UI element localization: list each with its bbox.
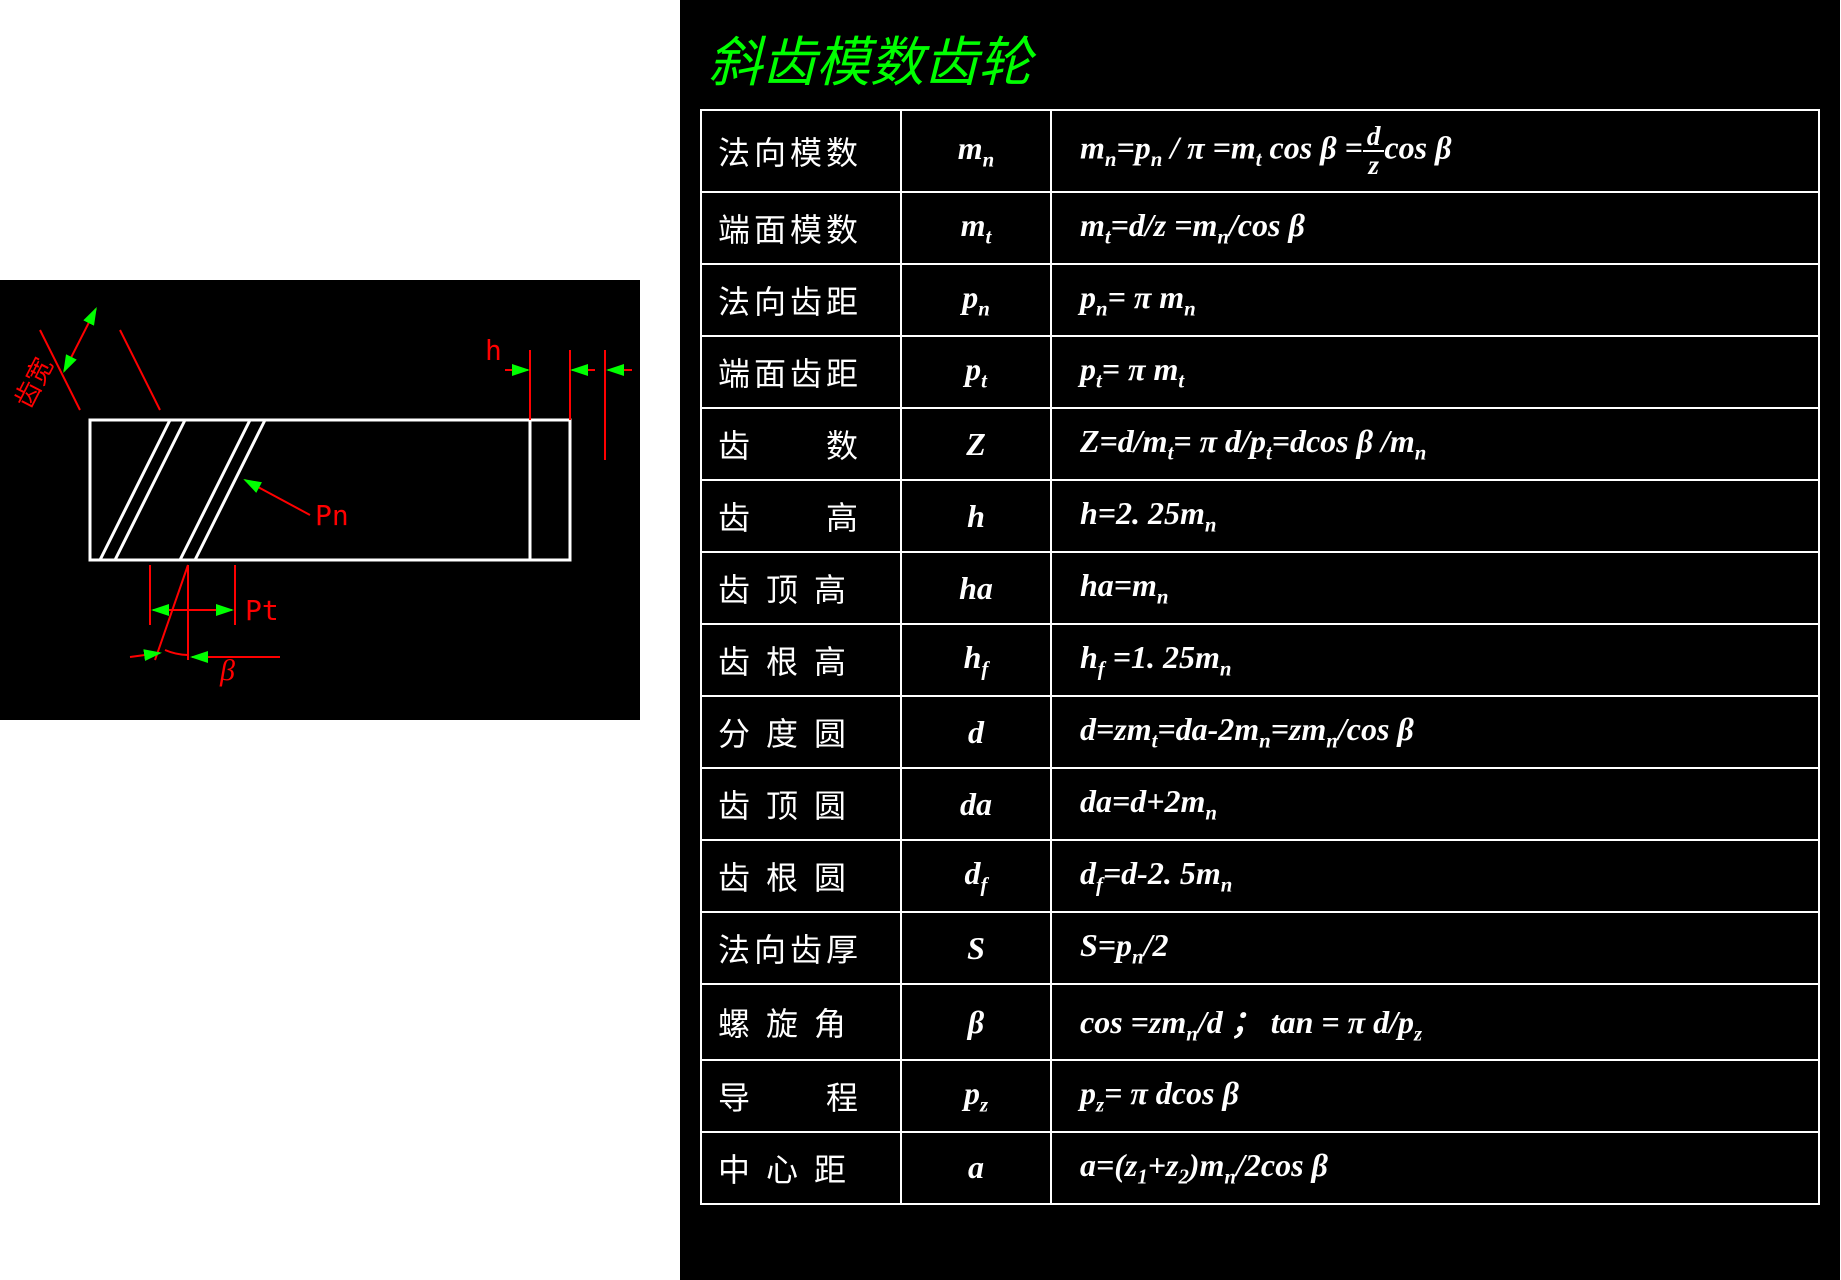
formula-table: 法向模数mnmn=pn / π =mt cos β =dzcos β端面模数mt… (700, 109, 1820, 1205)
tooth-line-2b (195, 420, 265, 560)
table-row: 导 程pzpz= π dcos β (701, 1060, 1819, 1132)
param-symbol: mt (901, 192, 1051, 264)
param-formula: pn= π mn (1051, 264, 1819, 336)
tooth-line-2a (180, 420, 250, 560)
param-symbol: hf (901, 624, 1051, 696)
param-name: 齿 根 高 (701, 624, 901, 696)
formula-panel: 斜齿模数齿轮 法向模数mnmn=pn / π =mt cos β =dzcos … (680, 0, 1840, 1280)
param-name: 齿 顶 圆 (701, 768, 901, 840)
tooth-line-1a (100, 420, 170, 560)
param-name: 中 心 距 (701, 1132, 901, 1204)
table-row: 法向齿厚SS=pn/2 (701, 912, 1819, 984)
table-row: 齿 顶 高haha=mn (701, 552, 1819, 624)
param-formula: cos =zmn/d ； tan = π d/pz (1051, 984, 1819, 1059)
table-row: 螺 旋 角βcos =zmn/d ； tan = π d/pz (701, 984, 1819, 1059)
width-ext-2 (120, 330, 160, 410)
gear-body-rect (90, 420, 570, 560)
table-row: 中 心 距aa=(z1+z2)mn/2cos β (701, 1132, 1819, 1204)
param-name: 螺 旋 角 (701, 984, 901, 1059)
pn-label: Pn (315, 499, 349, 532)
param-formula: ha=mn (1051, 552, 1819, 624)
param-symbol: mn (901, 110, 1051, 192)
param-symbol: β (901, 984, 1051, 1059)
beta-arc (165, 650, 188, 655)
param-symbol: df (901, 840, 1051, 912)
pn-leader (245, 480, 310, 515)
param-formula: Z=d/mt= π d/pt=dcos β /mn (1051, 408, 1819, 480)
param-formula: da=d+2mn (1051, 768, 1819, 840)
param-name: 分 度 圆 (701, 696, 901, 768)
param-symbol: Z (901, 408, 1051, 480)
tooth-line-1b (115, 420, 185, 560)
table-row: 端面齿距ptpt= π mt (701, 336, 1819, 408)
param-formula: S=pn/2 (1051, 912, 1819, 984)
param-formula: hf =1. 25mn (1051, 624, 1819, 696)
param-formula: a=(z1+z2)mn/2cos β (1051, 1132, 1819, 1204)
param-name: 端面齿距 (701, 336, 901, 408)
width-dim-line (64, 309, 96, 371)
param-symbol: ha (901, 552, 1051, 624)
param-symbol: pt (901, 336, 1051, 408)
param-name: 导 程 (701, 1060, 901, 1132)
param-name: 法向齿距 (701, 264, 901, 336)
param-name: 齿 根 圆 (701, 840, 901, 912)
pt-label: Pt (245, 594, 279, 627)
table-row: 齿 根 圆dfdf=d-2. 5mn (701, 840, 1819, 912)
panel-title: 斜齿模数齿轮 (700, 10, 1820, 109)
param-name: 法向模数 (701, 110, 901, 192)
table-row: 分 度 圆dd=zmt=da-2mn=zmn/cos β (701, 696, 1819, 768)
tooth-width-label: 齿宽 (10, 353, 59, 413)
param-formula: pz= π dcos β (1051, 1060, 1819, 1132)
param-formula: d=zmt=da-2mn=zmn/cos β (1051, 696, 1819, 768)
param-name: 端面模数 (701, 192, 901, 264)
gear-diagram-svg: 齿宽 h Pn Pt β (0, 280, 640, 720)
param-formula: df=d-2. 5mn (1051, 840, 1819, 912)
param-formula: h=2. 25mn (1051, 480, 1819, 552)
param-symbol: pz (901, 1060, 1051, 1132)
table-row: 法向齿距pnpn= π mn (701, 264, 1819, 336)
beta-line-1 (155, 565, 188, 660)
param-name: 齿 数 (701, 408, 901, 480)
param-symbol: a (901, 1132, 1051, 1204)
table-row: 齿 数ZZ=d/mt= π d/pt=dcos β /mn (701, 408, 1819, 480)
param-symbol: d (901, 696, 1051, 768)
param-formula: mt=d/z =mn/cos β (1051, 192, 1819, 264)
param-name: 齿 顶 高 (701, 552, 901, 624)
table-row: 端面模数mtmt=d/z =mn/cos β (701, 192, 1819, 264)
beta-label: β (219, 654, 235, 687)
param-symbol: da (901, 768, 1051, 840)
param-name: 齿 高 (701, 480, 901, 552)
param-symbol: pn (901, 264, 1051, 336)
param-formula: mn=pn / π =mt cos β =dzcos β (1051, 110, 1819, 192)
param-name: 法向齿厚 (701, 912, 901, 984)
table-row: 齿 高hh=2. 25mn (701, 480, 1819, 552)
param-formula: pt= π mt (1051, 336, 1819, 408)
h-label: h (485, 334, 502, 367)
table-row: 法向模数mnmn=pn / π =mt cos β =dzcos β (701, 110, 1819, 192)
param-symbol: h (901, 480, 1051, 552)
table-row: 齿 根 高hfhf =1. 25mn (701, 624, 1819, 696)
gear-diagram-panel: 齿宽 h Pn Pt β (0, 280, 640, 720)
param-symbol: S (901, 912, 1051, 984)
table-row: 齿 顶 圆dada=d+2mn (701, 768, 1819, 840)
